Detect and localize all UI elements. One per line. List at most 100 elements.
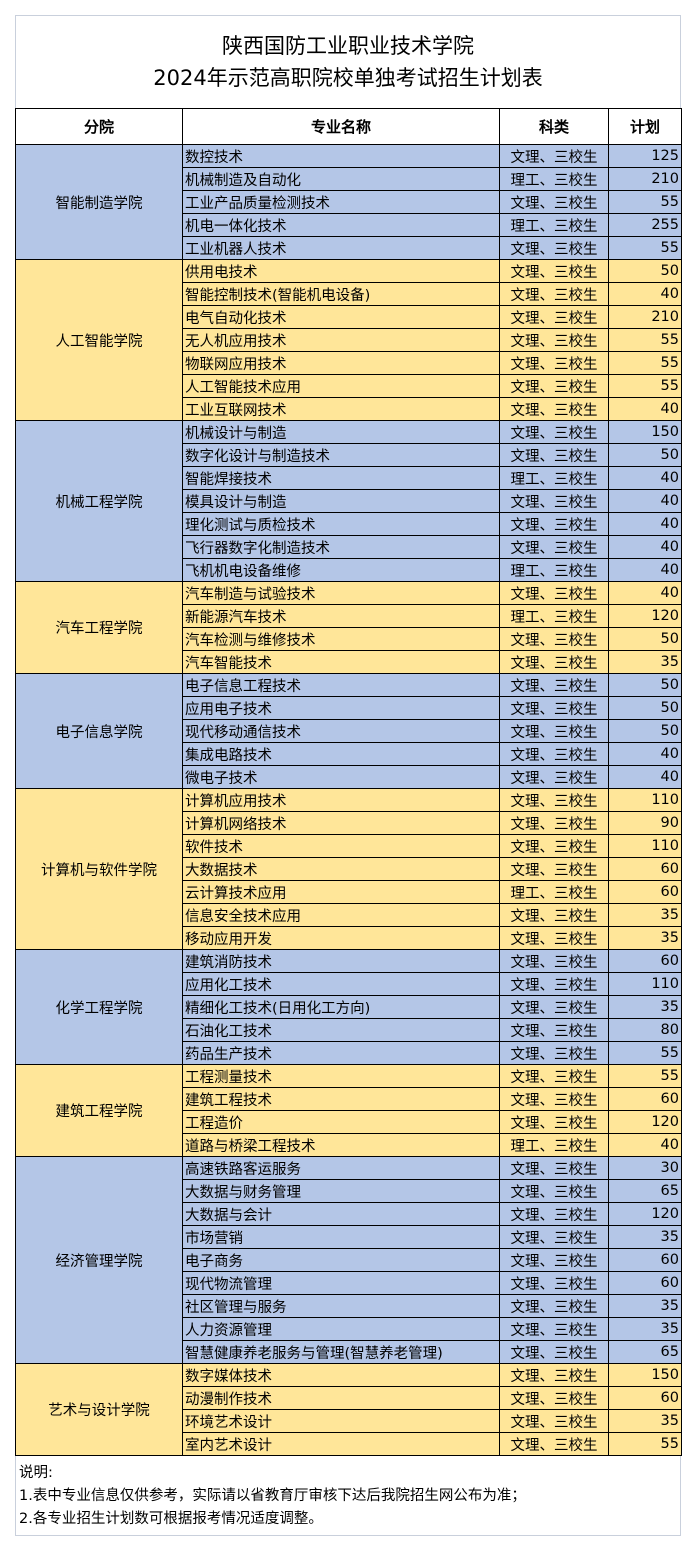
table-row: 理化测试与质检技术 文理、三校生 40 bbox=[15, 512, 682, 536]
table-row: 人力资源管理 文理、三校生 35 bbox=[15, 1317, 682, 1341]
category-cell: 理工、三校生 bbox=[499, 466, 609, 490]
category-cell: 文理、三校生 bbox=[499, 1087, 609, 1111]
plan-table-body: 智能制造学院 数控技术 文理、三校生 125 机械制造及自动化 理工、三校生 210 工业产品… bbox=[15, 144, 682, 1456]
category-cell: 文理、三校生 bbox=[499, 1271, 609, 1295]
table-row: 大数据与财务管理 文理、三校生 65 bbox=[15, 1179, 682, 1203]
table-row: 软件技术 文理、三校生 110 bbox=[15, 834, 682, 858]
category-cell: 文理、三校生 bbox=[499, 144, 609, 168]
category-cell: 文理、三校生 bbox=[499, 926, 609, 950]
plan-cell: 35 bbox=[608, 1294, 682, 1318]
major-cell: 无人机应用技术 bbox=[182, 328, 500, 352]
table-row: 建筑工程学院 工程测量技术 文理、三校生 55 bbox=[15, 1064, 682, 1157]
plan-cell: 40 bbox=[608, 742, 682, 766]
category-cell: 文理、三校生 bbox=[499, 1409, 609, 1433]
plan-cell: 50 bbox=[608, 627, 682, 651]
major-cell: 工业产品质量检测技术 bbox=[182, 190, 500, 214]
major-cell: 工业机器人技术 bbox=[182, 236, 500, 260]
major-cell: 现代移动通信技术 bbox=[182, 719, 500, 743]
department-cell: 机械工程学院 bbox=[15, 420, 183, 582]
title-line-1: 陕西国防工业职业技术学院 bbox=[222, 34, 474, 58]
category-cell: 文理、三校生 bbox=[499, 328, 609, 352]
category-cell: 理工、三校生 bbox=[499, 167, 609, 191]
table-row: 应用化工技术 文理、三校生 110 bbox=[15, 972, 682, 996]
title-line-2: 2024年示范高职院校单独考试招生计划表 bbox=[153, 66, 543, 90]
major-cell: 云计算技术应用 bbox=[182, 880, 500, 904]
sheet-title: 陕西国防工业职业技术学院 2024年示范高职院校单独考试招生计划表 bbox=[16, 16, 680, 108]
major-cell: 机械制造及自动化 bbox=[182, 167, 500, 191]
major-cell: 机械设计与制造 bbox=[182, 420, 500, 444]
major-cell: 信息安全技术应用 bbox=[182, 903, 500, 927]
table-row: 新能源汽车技术 理工、三校生 120 bbox=[15, 604, 682, 628]
table-row: 建筑工程技术 文理、三校生 60 bbox=[15, 1087, 682, 1111]
table-row: 智能控制技术(智能机电设备) 文理、三校生 40 bbox=[15, 282, 682, 306]
table-row: 机械工程学院 机械设计与制造文理、三校生 150 bbox=[15, 420, 682, 582]
table-row: 模具设计与制造 文理、三校生 40 bbox=[15, 489, 682, 513]
table-row: 市场营销 文理、三校生 35 bbox=[15, 1225, 682, 1249]
category-cell: 理工、三校生 bbox=[499, 880, 609, 904]
major-cell: 大数据与会计 bbox=[182, 1202, 500, 1226]
category-cell: 文理、三校生 bbox=[499, 282, 609, 306]
plan-cell: 55 bbox=[608, 1041, 682, 1065]
major-cell: 电子信息工程技术 bbox=[182, 673, 500, 697]
category-cell: 文理、三校生 bbox=[499, 397, 609, 421]
major-cell: 动漫制作技术 bbox=[182, 1386, 500, 1410]
plan-cell: 150 bbox=[608, 420, 682, 444]
plan-cell: 30 bbox=[608, 1156, 682, 1180]
category-cell: 文理、三校生 bbox=[499, 1179, 609, 1203]
category-cell: 文理、三校生 bbox=[499, 673, 609, 697]
table-row: 现代物流管理 文理、三校生 60 bbox=[15, 1271, 682, 1295]
major-cell: 室内艺术设计 bbox=[182, 1432, 500, 1456]
table-row: 人工智能学院 供用电技术 文理、三校生 50 bbox=[15, 259, 682, 421]
plan-cell: 50 bbox=[608, 719, 682, 743]
plan-cell: 60 bbox=[608, 1248, 682, 1272]
category-cell: 文理、三校生 bbox=[499, 811, 609, 835]
plan-cell: 40 bbox=[608, 581, 682, 605]
category-cell: 文理、三校生 bbox=[499, 259, 609, 283]
table-row: 集成电路技术 文理、三校生 40 bbox=[15, 742, 682, 766]
category-cell: 文理、三校生 bbox=[499, 719, 609, 743]
plan-cell: 50 bbox=[608, 673, 682, 697]
category-cell: 文理、三校生 bbox=[499, 535, 609, 559]
plan-cell: 65 bbox=[608, 1340, 682, 1364]
major-cell: 药品生产技术 bbox=[182, 1041, 500, 1065]
table-row: 人工智能技术应用 文理、三校生 55 bbox=[15, 374, 682, 398]
table-row: 电子商务 文理、三校生 60 bbox=[15, 1248, 682, 1272]
major-cell: 社区管理与服务 bbox=[182, 1294, 500, 1318]
category-cell: 文理、三校生 bbox=[499, 627, 609, 651]
category-cell: 文理、三校生 bbox=[499, 650, 609, 674]
table-row: 电子信息学院 电子信息工程技术 文理、三校生 50 bbox=[15, 673, 682, 789]
major-cell: 移动应用开发 bbox=[182, 926, 500, 950]
plan-cell: 55 bbox=[608, 351, 682, 375]
major-cell: 计算机应用技术 bbox=[182, 788, 500, 812]
category-cell: 文理、三校生 bbox=[499, 1064, 609, 1088]
major-cell: 数字媒体技术 bbox=[182, 1363, 500, 1387]
table-row: 飞机机电设备维修 理工、三校生 40 bbox=[15, 558, 682, 582]
major-cell: 大数据与财务管理 bbox=[182, 1179, 500, 1203]
major-cell: 理化测试与质检技术 bbox=[182, 512, 500, 536]
plan-cell: 60 bbox=[608, 1087, 682, 1111]
category-cell: 文理、三校生 bbox=[499, 1248, 609, 1272]
table-row: 化学工程学院 建筑消防技术 文理、三校生 60 bbox=[15, 949, 682, 1065]
major-cell: 环境艺术设计 bbox=[182, 1409, 500, 1433]
plan-cell: 55 bbox=[608, 374, 682, 398]
plan-cell: 55 bbox=[608, 236, 682, 260]
table-row: 云计算技术应用 理工、三校生 60 bbox=[15, 880, 682, 904]
plan-cell: 40 bbox=[608, 765, 682, 789]
notes: 说明: 1.表中专业信息仅供参考，实际请以省教育厅审核下达后我院招生网公布为准；… bbox=[16, 1456, 680, 1535]
category-cell: 文理、三校生 bbox=[499, 742, 609, 766]
table-row: 智能制造学院 数控技术 文理、三校生 125 bbox=[15, 144, 682, 260]
major-cell: 智慧健康养老服务与管理(智慧养老管理) bbox=[182, 1340, 500, 1364]
category-cell: 文理、三校生 bbox=[499, 374, 609, 398]
category-cell: 文理、三校生 bbox=[499, 834, 609, 858]
plan-cell: 40 bbox=[608, 489, 682, 513]
major-cell: 精细化工技术(日用化工方向) bbox=[182, 995, 500, 1019]
category-cell: 文理、三校生 bbox=[499, 512, 609, 536]
major-cell: 物联网应用技术 bbox=[182, 351, 500, 375]
category-cell: 理工、三校生 bbox=[499, 213, 609, 237]
major-cell: 智能焊接技术 bbox=[182, 466, 500, 490]
major-cell: 工程造价 bbox=[182, 1110, 500, 1134]
plan-cell: 35 bbox=[608, 650, 682, 674]
table-row: 工程造价 文理、三校生 120 bbox=[15, 1110, 682, 1134]
plan-cell: 125 bbox=[608, 144, 682, 168]
major-cell: 工程测量技术 bbox=[182, 1064, 500, 1088]
